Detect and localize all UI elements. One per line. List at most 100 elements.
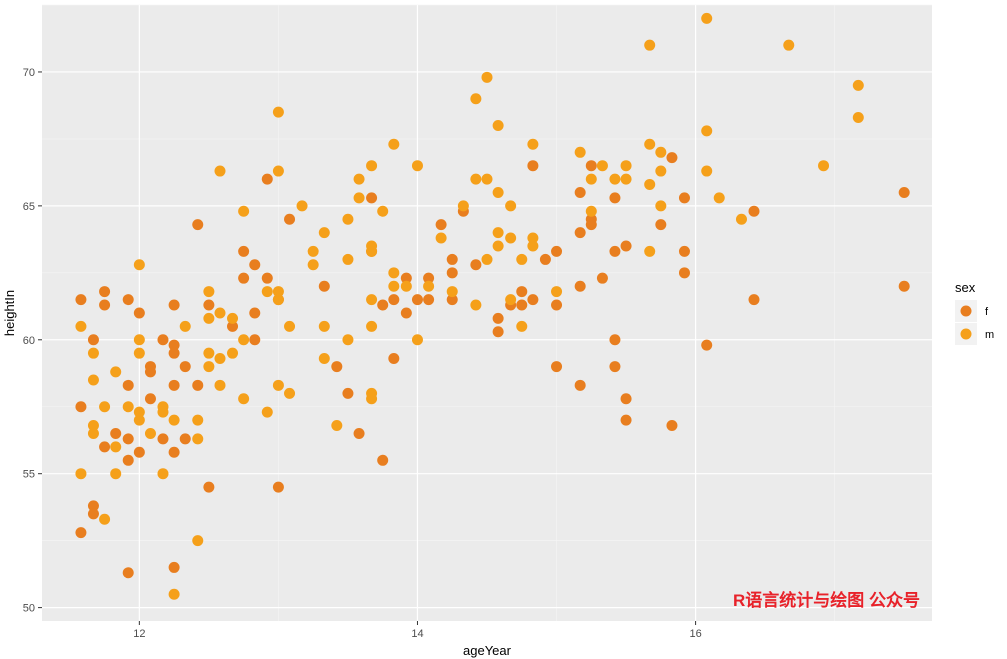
data-point-f bbox=[411, 294, 423, 306]
data-point-f bbox=[157, 433, 169, 445]
data-point-m bbox=[366, 320, 378, 332]
data-point-m bbox=[620, 173, 632, 185]
data-point-m bbox=[505, 294, 517, 306]
data-point-m bbox=[99, 401, 111, 413]
data-point-f bbox=[574, 186, 586, 198]
data-point-f bbox=[423, 294, 435, 306]
data-point-f bbox=[551, 245, 563, 257]
data-point-f bbox=[574, 227, 586, 239]
data-point-f bbox=[122, 433, 134, 445]
data-point-f bbox=[748, 205, 760, 217]
data-point-f bbox=[527, 294, 539, 306]
data-point-f bbox=[179, 361, 191, 373]
data-point-f bbox=[585, 219, 597, 231]
data-point-m bbox=[272, 106, 284, 118]
legend-label-f: f bbox=[985, 306, 989, 318]
data-point-f bbox=[331, 361, 343, 373]
data-point-f bbox=[99, 441, 111, 453]
data-point-f bbox=[400, 307, 412, 319]
data-point-f bbox=[168, 339, 180, 351]
panel-background bbox=[42, 5, 932, 621]
data-point-m bbox=[644, 39, 656, 51]
data-point-f bbox=[620, 240, 632, 252]
data-point-m bbox=[238, 334, 250, 346]
data-point-f bbox=[609, 245, 621, 257]
data-point-f bbox=[157, 334, 169, 346]
data-point-m bbox=[227, 347, 239, 359]
data-point-f bbox=[678, 192, 690, 204]
data-point-f bbox=[435, 219, 447, 231]
data-point-f bbox=[446, 267, 458, 279]
data-point-m bbox=[272, 379, 284, 391]
data-point-f bbox=[192, 379, 204, 391]
data-point-m bbox=[261, 286, 273, 298]
data-point-m bbox=[527, 232, 539, 244]
data-point-m bbox=[168, 414, 180, 426]
data-point-m bbox=[110, 366, 122, 378]
data-point-m bbox=[272, 165, 284, 177]
data-point-f bbox=[492, 312, 504, 324]
data-point-m bbox=[388, 138, 400, 150]
data-point-m bbox=[505, 200, 517, 212]
data-point-m bbox=[655, 165, 667, 177]
data-point-m bbox=[492, 120, 504, 132]
data-point-m bbox=[192, 433, 204, 445]
data-point-m bbox=[318, 320, 330, 332]
data-point-m bbox=[87, 374, 99, 386]
data-point-f bbox=[898, 280, 910, 292]
data-point-f bbox=[516, 299, 528, 311]
data-point-f bbox=[620, 414, 632, 426]
data-point-m bbox=[852, 79, 864, 91]
y-tick-label: 70 bbox=[23, 67, 35, 79]
data-point-m bbox=[411, 334, 423, 346]
data-point-m bbox=[203, 361, 215, 373]
data-point-f bbox=[144, 393, 156, 405]
data-point-m bbox=[388, 280, 400, 292]
data-point-f bbox=[144, 366, 156, 378]
major-gridlines bbox=[42, 5, 932, 621]
data-point-f bbox=[898, 186, 910, 198]
data-point-m bbox=[87, 428, 99, 440]
data-point-f bbox=[249, 259, 261, 271]
data-point-f bbox=[609, 334, 621, 346]
data-point-m bbox=[203, 312, 215, 324]
x-tick-label: 14 bbox=[411, 628, 423, 640]
data-point-f bbox=[701, 339, 713, 351]
legend: sex f m bbox=[955, 280, 994, 345]
data-point-m bbox=[238, 393, 250, 405]
data-point-f bbox=[492, 326, 504, 338]
data-point-f bbox=[516, 286, 528, 298]
data-point-f bbox=[446, 253, 458, 265]
data-point-f bbox=[249, 307, 261, 319]
data-point-m bbox=[122, 401, 134, 413]
data-point-m bbox=[331, 419, 343, 431]
data-point-m bbox=[307, 259, 319, 271]
data-point-f bbox=[122, 567, 134, 579]
data-point-m bbox=[99, 513, 111, 525]
data-point-f bbox=[238, 272, 250, 284]
data-point-f bbox=[366, 192, 378, 204]
data-point-m bbox=[411, 160, 423, 172]
data-point-m bbox=[87, 419, 99, 431]
legend-label-m: m bbox=[985, 329, 994, 341]
data-point-m bbox=[307, 245, 319, 257]
data-point-f bbox=[192, 219, 204, 231]
data-point-f bbox=[551, 361, 563, 373]
data-point-f bbox=[574, 379, 586, 391]
data-point-m bbox=[400, 280, 412, 292]
data-point-m bbox=[492, 186, 504, 198]
data-point-m bbox=[144, 428, 156, 440]
data-point-f bbox=[75, 294, 87, 306]
data-point-m bbox=[713, 192, 725, 204]
data-point-m bbox=[735, 213, 747, 225]
data-point-f bbox=[122, 379, 134, 391]
data-point-m bbox=[620, 160, 632, 172]
y-tick-label: 50 bbox=[23, 603, 35, 615]
data-point-f bbox=[168, 299, 180, 311]
data-point-f bbox=[400, 272, 412, 284]
data-point-f bbox=[168, 347, 180, 359]
y-tick-label: 55 bbox=[23, 469, 35, 481]
x-tick-label: 12 bbox=[133, 628, 145, 640]
data-point-m bbox=[551, 286, 563, 298]
data-point-f bbox=[388, 353, 400, 365]
